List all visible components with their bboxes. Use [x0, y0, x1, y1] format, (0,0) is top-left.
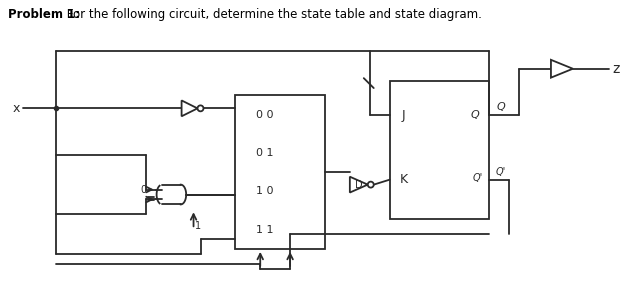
Polygon shape — [350, 177, 368, 193]
Circle shape — [198, 105, 203, 111]
Text: Problem 1:: Problem 1: — [8, 8, 80, 21]
Text: K: K — [399, 173, 408, 186]
Text: x: x — [13, 102, 20, 115]
Text: 0 0: 0 0 — [256, 110, 274, 120]
Text: 0: 0 — [141, 184, 146, 195]
Text: Q': Q' — [472, 173, 482, 183]
Bar — [236, 95, 325, 249]
Text: 0 1: 0 1 — [256, 148, 274, 158]
Polygon shape — [551, 60, 573, 78]
Text: Q: Q — [471, 110, 480, 120]
Text: 1 1: 1 1 — [256, 225, 274, 235]
Text: Q': Q' — [496, 167, 506, 177]
Bar — [389, 81, 489, 219]
Text: J: J — [402, 109, 406, 122]
Text: D: D — [355, 180, 362, 190]
Text: For the following circuit, determine the state table and state diagram.: For the following circuit, determine the… — [63, 8, 482, 21]
Circle shape — [368, 182, 374, 188]
Text: z: z — [612, 62, 619, 76]
Text: 1 0: 1 0 — [256, 187, 274, 196]
Text: 1: 1 — [195, 221, 200, 231]
Polygon shape — [181, 100, 198, 116]
Text: Q: Q — [497, 102, 506, 112]
